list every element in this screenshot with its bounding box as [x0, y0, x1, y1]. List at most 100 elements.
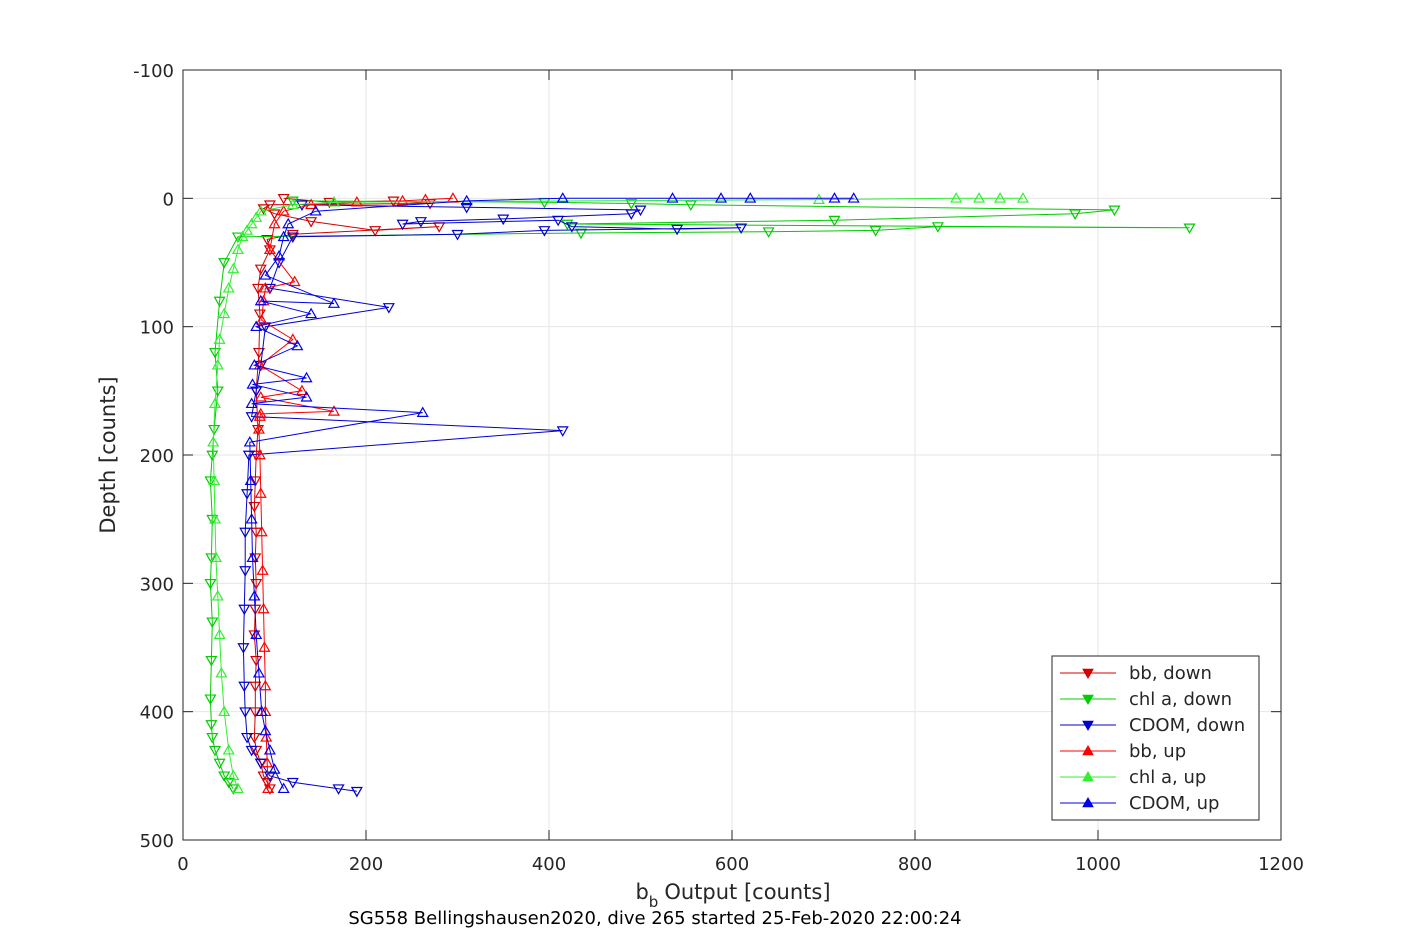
x-axis-label: bb Output [counts]: [635, 880, 830, 911]
legend-item: bb, up: [1060, 741, 1186, 762]
data-point: [327, 405, 341, 416]
x-axis-label-prefix: b: [635, 880, 648, 904]
data-point: [239, 527, 252, 539]
data-point: [243, 435, 256, 447]
data-point: [257, 602, 270, 614]
data-point: [208, 347, 222, 359]
data-point: [634, 205, 647, 217]
data-point: [242, 450, 255, 462]
x-tick-label: 0: [177, 854, 188, 875]
data-point: [222, 281, 235, 293]
data-point: [268, 217, 281, 229]
data-point: [205, 720, 218, 731]
data-point: [257, 204, 270, 215]
data-point: [241, 732, 254, 744]
data-point: [288, 275, 301, 287]
data-point: [250, 655, 263, 667]
data-point: [254, 407, 267, 419]
data-point: [259, 724, 272, 736]
data-point: [257, 771, 270, 783]
data-point: [828, 215, 841, 227]
data-point: [300, 391, 313, 402]
data-point: [305, 217, 318, 228]
data-point: [414, 217, 427, 228]
data-point: [239, 707, 252, 718]
data-point: [251, 283, 265, 295]
legend-label: CDOM, up: [1129, 793, 1219, 814]
data-point: [268, 209, 281, 220]
data-point: [259, 679, 272, 691]
data-point: [254, 391, 267, 402]
data-point: [215, 666, 228, 678]
data-point: [812, 193, 825, 204]
data-point: [277, 230, 290, 242]
data-point: [762, 227, 775, 238]
data-point: [252, 423, 265, 434]
data-point: [205, 553, 218, 564]
y-tick-label: 0: [163, 189, 174, 210]
data-point: [869, 226, 882, 237]
data-point: [416, 406, 429, 417]
data-point: [263, 784, 276, 795]
data-point: [625, 209, 638, 220]
data-point: [211, 589, 224, 601]
data-point: [208, 474, 221, 486]
data-point: [277, 193, 290, 205]
data-point: [666, 192, 679, 203]
series-2: [237, 200, 748, 798]
data-point: [231, 243, 244, 255]
data-point: [327, 195, 341, 207]
data-point: [350, 195, 363, 207]
data-point: [973, 192, 986, 203]
series-4: [207, 192, 1030, 794]
data-point: [254, 487, 267, 498]
data-point: [206, 617, 219, 629]
x-tick-label: 600: [715, 854, 749, 875]
data-point: [252, 347, 265, 359]
legend-item: bb, down: [1060, 663, 1212, 684]
data-point: [931, 222, 944, 233]
data-point: [248, 501, 261, 513]
data-point: [263, 283, 276, 295]
data-point: [254, 204, 267, 216]
data-point: [248, 732, 261, 744]
data-point: [254, 264, 267, 276]
data-point: [249, 681, 262, 693]
data-point: [207, 435, 220, 447]
data-point: [206, 732, 219, 744]
legend-label: chl a, down: [1129, 689, 1232, 710]
data-point: [565, 222, 578, 233]
data-point: [246, 378, 259, 389]
data-point: [396, 219, 409, 231]
x-tick-label: 400: [532, 854, 566, 875]
data-point: [286, 196, 299, 208]
data-point: [574, 228, 588, 240]
data-point: [286, 198, 299, 210]
series-1: [204, 196, 1196, 795]
data-point: [218, 771, 231, 783]
data-point: [246, 551, 259, 563]
data-point: [256, 564, 269, 575]
data-point: [208, 397, 222, 409]
data-point: [245, 412, 258, 423]
series-line: [209, 200, 1190, 789]
data-point: [209, 551, 222, 563]
data-point: [231, 232, 244, 244]
y-tick-label: 500: [140, 831, 174, 852]
data-point: [204, 694, 217, 706]
data-point: [1108, 205, 1121, 217]
data-point: [277, 204, 290, 216]
data-point: [744, 192, 757, 203]
legend-box: [1051, 655, 1260, 821]
data-point: [255, 314, 268, 325]
data-point: [305, 307, 318, 319]
data-point: [248, 358, 261, 370]
data-point: [994, 192, 1007, 203]
data-point: [950, 192, 963, 203]
data-point: [211, 386, 224, 398]
data-point: [263, 243, 276, 255]
y-tick-label: -100: [133, 61, 174, 82]
data-point: [259, 269, 272, 280]
legend-label: bb, up: [1129, 741, 1186, 762]
data-point: [208, 512, 222, 524]
